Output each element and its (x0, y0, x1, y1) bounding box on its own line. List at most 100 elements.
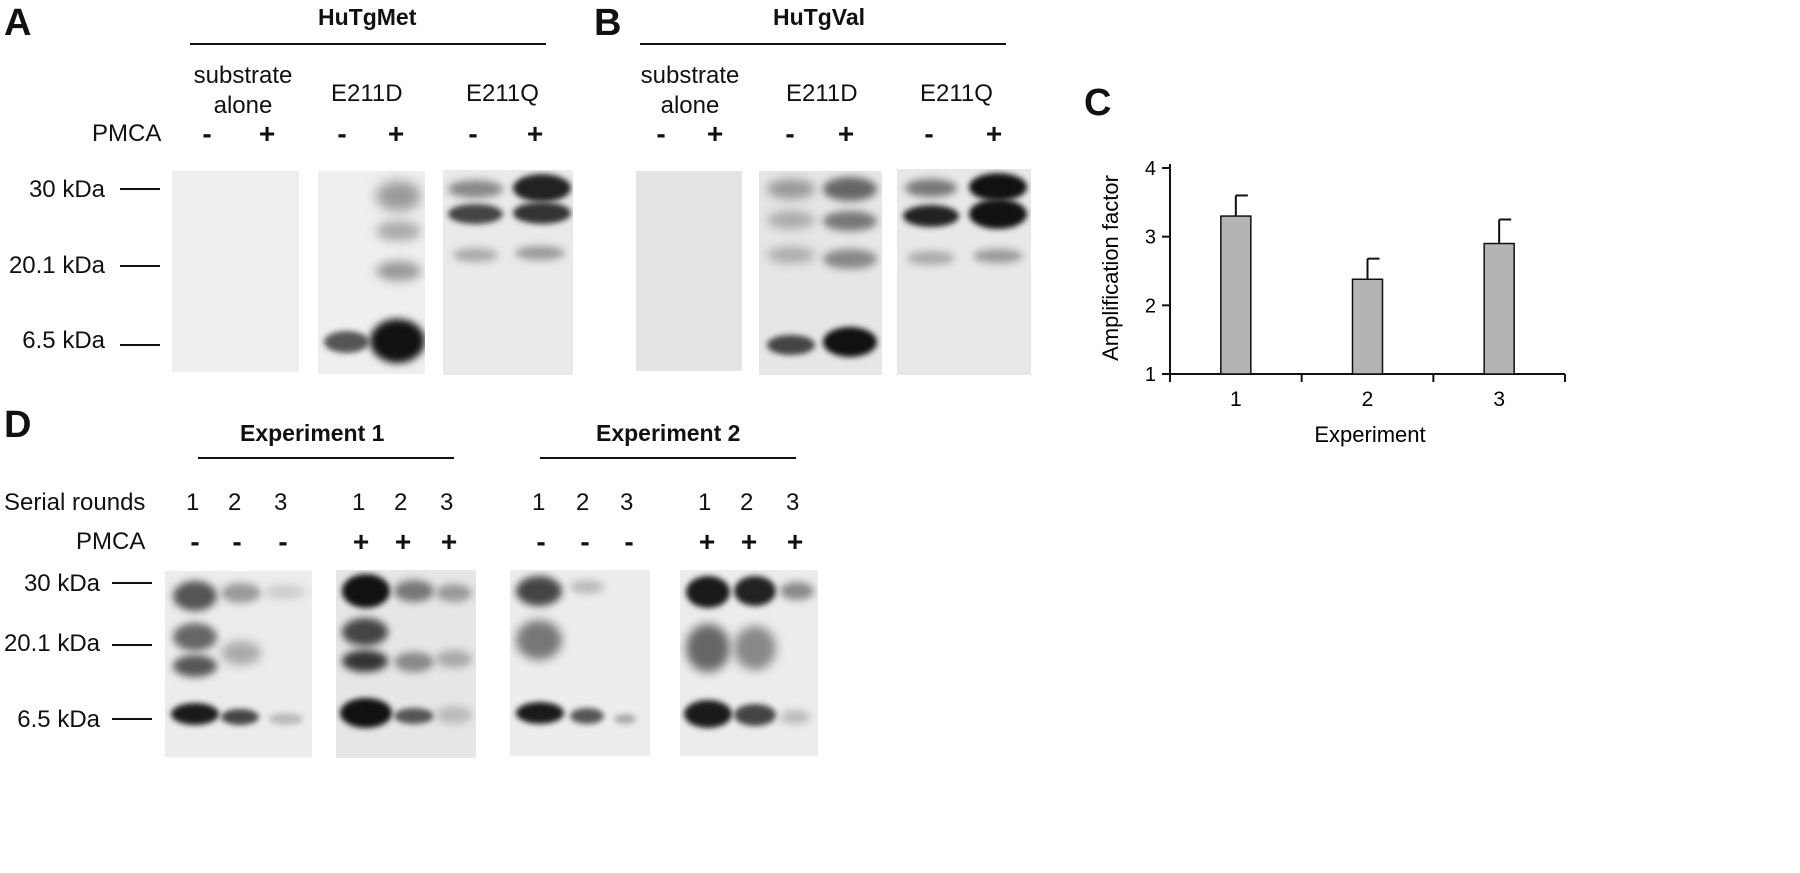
gel-band (453, 248, 498, 262)
panel-a-sign: + (258, 118, 276, 149)
panel-d-sign: - (190, 526, 200, 557)
panel-b-substrate-label-1: substrate (640, 62, 740, 89)
panel-b-letter: B (594, 2, 622, 44)
panel-a-pmca-label: PMCA (92, 120, 162, 147)
marker-tick (120, 344, 160, 346)
panel-d-exp2-line (540, 457, 796, 459)
panel-a-sign: - (468, 118, 478, 149)
bar (1483, 242, 1515, 375)
gel-band (767, 247, 815, 263)
y-tick-label: 1 (1145, 364, 1156, 386)
panel-d-sign: - (580, 526, 590, 557)
panel-b-title-line (640, 43, 1006, 45)
panel-d-marker-20: 20.1 kDa (3, 630, 100, 657)
y-tick-label: 4 (1145, 158, 1156, 180)
gel-band (342, 574, 390, 608)
gel-band (342, 618, 388, 646)
panel-d-sign: + (740, 526, 758, 557)
panel-a-marker-20: 20.1 kDa (8, 252, 105, 279)
gel-band (734, 576, 776, 606)
panel-b-sign: - (785, 118, 795, 149)
gel-band (340, 698, 392, 728)
gel-b-e211d (759, 171, 882, 375)
gel-band (969, 173, 1027, 201)
gel-band (394, 580, 434, 602)
panel-a-letter: A (4, 2, 32, 44)
panel-a-marker-6: 6.5 kDa (22, 327, 105, 354)
panel-d-pmca-label: PMCA (76, 528, 146, 555)
gel-band (516, 576, 562, 606)
gel-band (823, 249, 877, 269)
gel-band (734, 704, 776, 726)
gel-band (376, 181, 421, 211)
panel-b-sign: + (985, 118, 1003, 149)
gel-band (448, 204, 503, 224)
gel-band (376, 261, 421, 281)
gel-band (171, 703, 219, 725)
panel-a-e211q-label: E211Q (466, 80, 539, 107)
marker-tick (112, 582, 152, 584)
bar (1351, 278, 1384, 375)
gel-band (780, 582, 814, 600)
panel-b-substrate-label-2: alone (660, 92, 720, 119)
serial-round-number: 2 (394, 489, 408, 516)
gel-band (614, 714, 636, 724)
gel-band (324, 331, 369, 353)
panel-d-sign: + (394, 526, 412, 557)
gel-band (570, 708, 604, 724)
panel-a-e211d-label: E211D (331, 80, 403, 107)
panel-d-sign: + (352, 526, 370, 557)
panel-c-letter: C (1084, 82, 1112, 124)
serial-round-number: 1 (698, 489, 712, 516)
serial-round-number: 1 (186, 489, 200, 516)
gel-band (173, 623, 217, 651)
serial-round-number: 3 (274, 489, 288, 516)
panel-a-sign: + (526, 118, 544, 149)
gel-d-exp1-minus (165, 571, 312, 757)
serial-round-number: 1 (352, 489, 366, 516)
gel-band (436, 584, 472, 602)
panel-b-sign: + (706, 118, 724, 149)
panel-b-e211d-label: E211D (786, 80, 858, 107)
gel-band (448, 180, 503, 198)
panel-d-serial-label: Serial rounds (4, 489, 146, 516)
panel-b-title: HuTgVal (773, 4, 866, 30)
gel-band (370, 319, 425, 363)
serial-round-number: 3 (786, 489, 800, 516)
panel-b-sign: + (837, 118, 855, 149)
gel-band (767, 335, 815, 355)
serial-round-number: 3 (620, 489, 634, 516)
gel-band (394, 652, 434, 672)
panel-d-exp1-title: Experiment 1 (240, 420, 385, 446)
panel-d-exp2-title: Experiment 2 (596, 420, 741, 446)
serial-round-number: 2 (740, 489, 754, 516)
gel-band (515, 246, 565, 260)
y-tick-label: 3 (1145, 227, 1156, 249)
panel-d-sign: + (440, 526, 458, 557)
marker-tick (112, 644, 152, 646)
gel-band (269, 713, 303, 725)
marker-tick (112, 718, 152, 720)
gel-band (686, 576, 730, 608)
gel-band (973, 249, 1023, 263)
x-tick-label: 3 (1493, 388, 1505, 411)
panel-a-title-line (190, 43, 546, 45)
gel-band (436, 650, 472, 668)
gel-band (342, 650, 388, 672)
panel-d-sign: - (232, 526, 242, 557)
gel-band (570, 580, 604, 594)
gel-b-substrate (636, 171, 742, 371)
gel-band (265, 585, 305, 599)
serial-round-number: 2 (576, 489, 590, 516)
panel-b-sign: - (924, 118, 934, 149)
panel-d-letter: D (4, 404, 32, 446)
gel-a-substrate (172, 171, 299, 372)
gel-band (513, 202, 571, 224)
panel-d-sign: - (624, 526, 634, 557)
gel-band (823, 211, 877, 231)
serial-round-number: 3 (440, 489, 454, 516)
x-tick-label: 2 (1362, 388, 1374, 411)
panel-a-title: HuTgMet (318, 4, 417, 30)
gel-band (221, 641, 261, 665)
gel-band (221, 583, 261, 603)
